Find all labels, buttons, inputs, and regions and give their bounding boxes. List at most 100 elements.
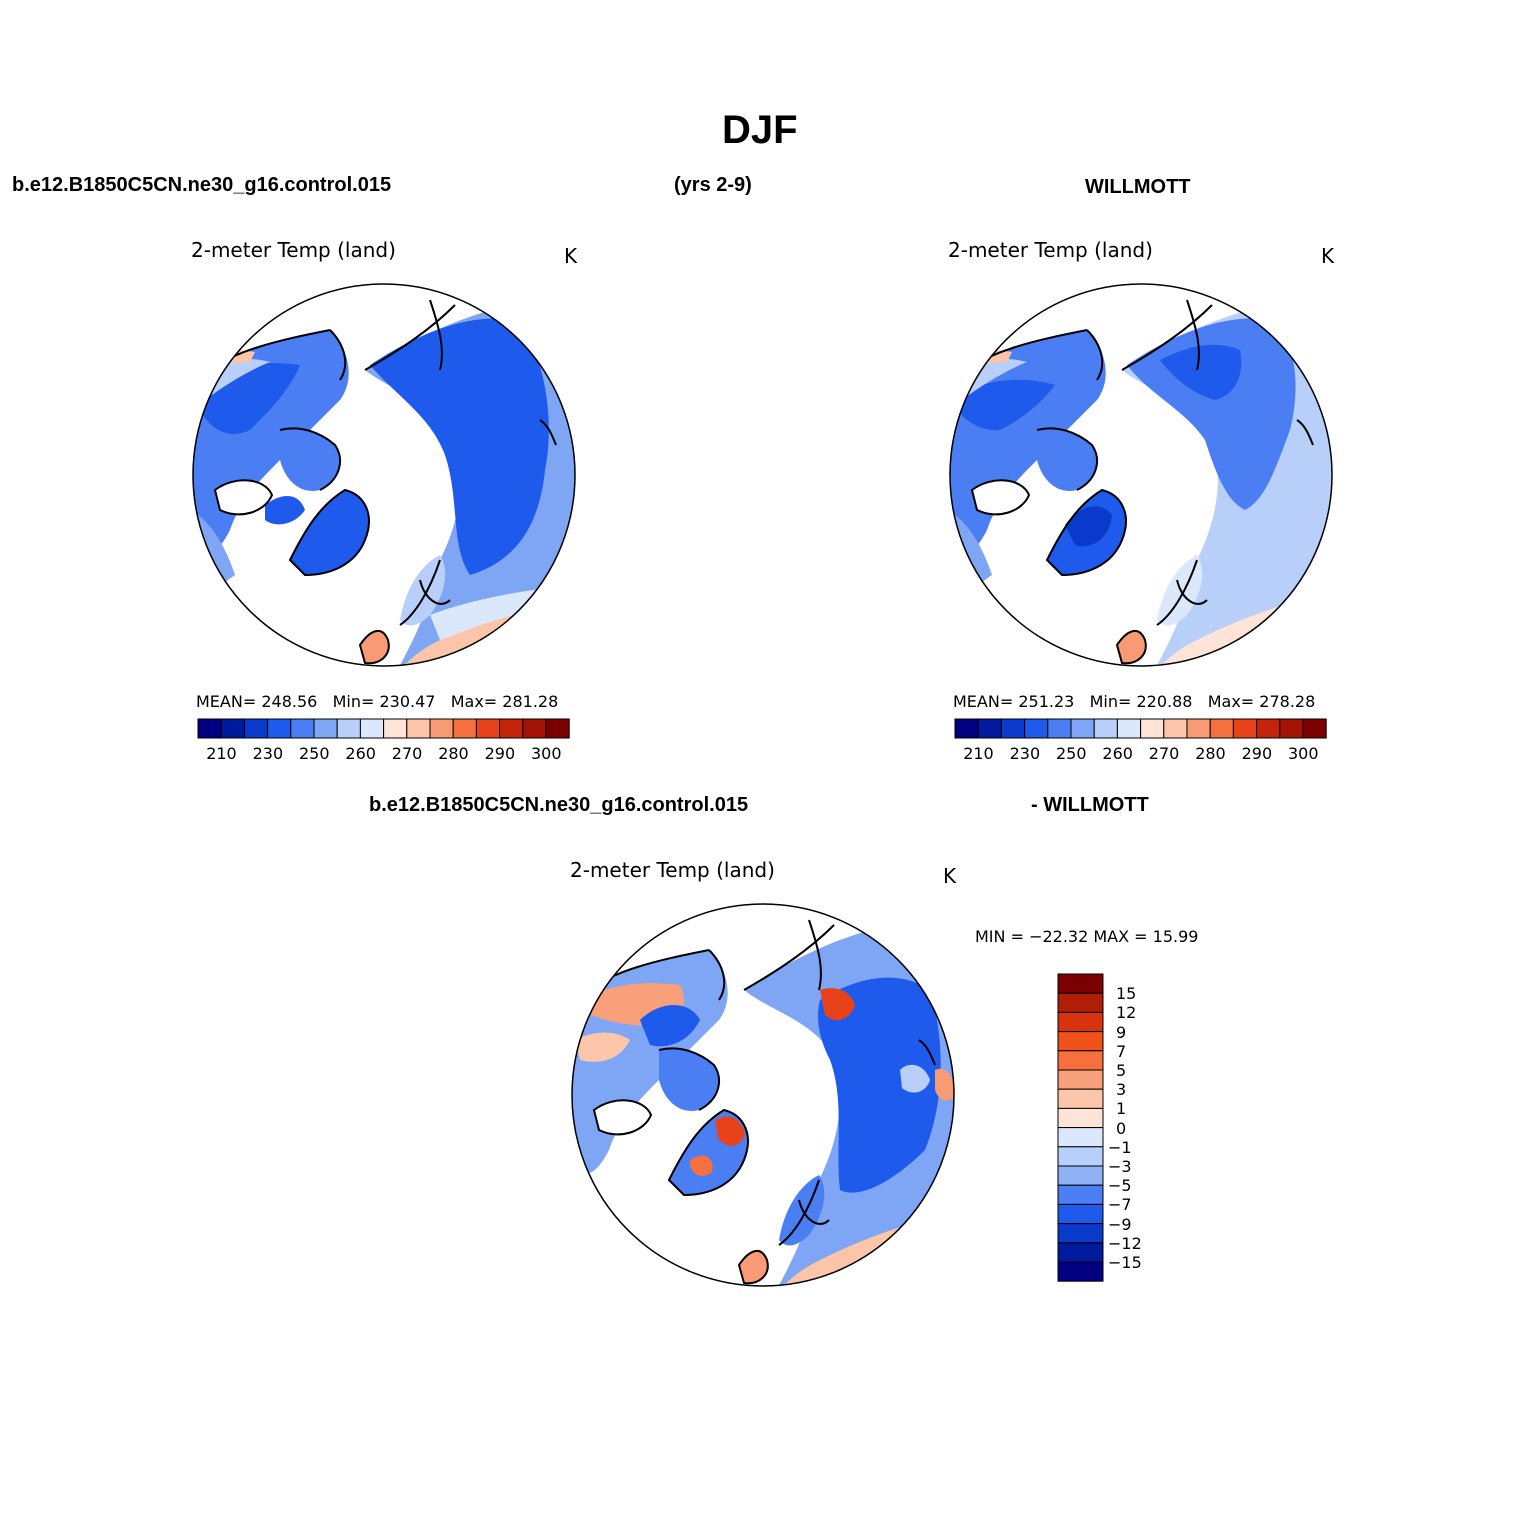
obs-min-value: 220.88 — [1136, 692, 1193, 711]
model-stats: MEAN= 248.56 Min= 230.47 Max= 281.28 — [196, 692, 558, 711]
model-colorbar-tick-label: 300 — [531, 744, 562, 763]
obs-colorbar-box — [954, 718, 979, 739]
diff-header-right: - WILLMOTT — [1031, 794, 1149, 816]
diff-colorbar-box — [1057, 1184, 1104, 1205]
obs-colorbar-tick-label: 210 — [963, 744, 994, 763]
diff-colorbar-box — [1057, 1011, 1104, 1033]
model-colorbar-box — [267, 718, 292, 739]
model-panel-units: K — [564, 244, 578, 268]
obs-colorbar-box — [1024, 718, 1049, 739]
diff-colorbar-tick-label: 7 — [1116, 1041, 1127, 1061]
model-colorbar-tick-label: 230 — [252, 744, 284, 763]
years-header: (yrs 2-9) — [674, 174, 752, 196]
obs-polar-map — [949, 283, 1333, 667]
diff-colorbar-box — [1057, 1165, 1104, 1186]
obs-max-value: 278.28 — [1259, 692, 1316, 711]
diff-colorbar-tick-label: 1 — [1116, 1099, 1127, 1119]
diff-colorbar-tick-label: −15 — [1108, 1253, 1142, 1272]
obs-colorbar-tick-label: 280 — [1195, 744, 1226, 763]
diff-colorbar-tick-label: −7 — [1108, 1195, 1132, 1215]
obs-min-label: Min= — [1089, 692, 1132, 711]
obs-colorbar-tick-label: 230 — [1009, 744, 1041, 763]
obs-header: WILLMOTT — [1085, 176, 1191, 198]
model-colorbar-box — [313, 718, 338, 739]
diff-colorbar-box — [1057, 1261, 1104, 1282]
diff-colorbar-box — [1057, 1223, 1104, 1244]
diff-colorbar — [1057, 973, 1104, 1282]
obs-colorbar-box — [1093, 718, 1118, 739]
diff-colorbar-box — [1057, 1107, 1104, 1129]
obs-mean-label: MEAN= — [953, 692, 1014, 711]
model-polar-map — [192, 283, 576, 667]
obs-colorbar-box — [1302, 718, 1327, 739]
model-colorbar-tick-label: 290 — [484, 744, 516, 763]
diff-colorbar-tick-label: −12 — [1108, 1233, 1142, 1253]
model-colorbar-box — [220, 718, 245, 739]
diff-colorbar-box — [1057, 1069, 1104, 1090]
obs-colorbar-tick-label: 270 — [1148, 744, 1180, 763]
model-colorbar-box — [243, 718, 269, 739]
obs-colorbar-tick-label: 260 — [1102, 744, 1133, 763]
model-colorbar-box — [499, 718, 524, 739]
model-colorbar-tick-label: 260 — [345, 744, 376, 763]
model-colorbar-box — [197, 718, 222, 739]
diff-colorbar-tick-label: 9 — [1116, 1022, 1127, 1042]
diff-colorbar-tick-label: 3 — [1116, 1080, 1127, 1100]
diff-colorbar-box — [1057, 1050, 1104, 1071]
model-colorbar-tick-label: 210 — [206, 744, 237, 763]
model-colorbar-box — [522, 718, 547, 739]
obs-colorbar-tick-label: 300 — [1288, 744, 1319, 763]
diff-colorbar-box — [1057, 992, 1104, 1013]
obs-panel-units: K — [1321, 244, 1335, 268]
diff-minmax: MIN = −22.32 MAX = 15.99 — [975, 927, 1199, 946]
obs-colorbar-box — [1140, 718, 1165, 739]
model-colorbar-box — [290, 718, 315, 739]
diff-colorbar-box — [1057, 973, 1104, 994]
model-mean-label: MEAN= — [196, 692, 257, 711]
obs-colorbar-box — [1209, 718, 1234, 739]
model-colorbar-box — [359, 718, 385, 739]
page-title: DJF — [722, 108, 798, 152]
model-colorbar-tick-label: 280 — [438, 744, 469, 763]
obs-colorbar-box — [1000, 718, 1026, 739]
diff-colorbar-box — [1057, 1031, 1104, 1052]
diff-colorbar-tick-label: 12 — [1116, 1003, 1137, 1023]
model-colorbar-box — [475, 718, 501, 739]
obs-colorbar-tick-label: 290 — [1241, 744, 1273, 763]
obs-colorbar-box — [1256, 718, 1281, 739]
obs-colorbar-box — [1070, 718, 1095, 739]
diff-polar-map — [571, 903, 955, 1287]
model-colorbar-box — [383, 718, 408, 739]
diff-colorbar-box — [1057, 1088, 1104, 1109]
model-mean-value: 248.56 — [261, 692, 318, 711]
obs-colorbar-box — [1163, 718, 1188, 739]
diff-colorbar-box — [1057, 1242, 1104, 1263]
obs-colorbar-box — [977, 718, 1002, 739]
obs-stats: MEAN= 251.23 Min= 220.88 Max= 278.28 — [953, 692, 1315, 711]
model-colorbar-box — [545, 718, 570, 739]
model-colorbar-tick-label: 270 — [391, 744, 423, 763]
model-colorbar-tick-label: 250 — [299, 744, 330, 763]
diff-header-left: b.e12.B1850C5CN.ne30_g16.control.015 — [369, 794, 749, 816]
diff-colorbar-tick-label: 15 — [1116, 984, 1137, 1004]
diff-colorbar-tick-label: 0 — [1116, 1118, 1127, 1138]
obs-colorbar — [954, 718, 1327, 739]
diff-panel-units: K — [943, 864, 957, 888]
obs-colorbar-box — [1047, 718, 1072, 739]
diff-colorbar-box — [1057, 1203, 1104, 1225]
diff-colorbar-tick-label: −1 — [1108, 1137, 1132, 1157]
model-min-value: 230.47 — [379, 692, 436, 711]
diff-colorbar-tick-label: 5 — [1116, 1061, 1127, 1080]
model-panel-title: 2-meter Temp (land) — [191, 238, 396, 262]
diff-colorbar-tick-label: −3 — [1108, 1157, 1132, 1176]
model-colorbar — [197, 718, 570, 739]
obs-colorbar-box — [1279, 718, 1304, 739]
left-case-header: b.e12.B1850C5CN.ne30_g16.control.015 — [12, 174, 392, 196]
diff-panel-title: 2-meter Temp (land) — [570, 858, 775, 882]
obs-max-label: Max= — [1207, 692, 1255, 711]
model-colorbar-box — [406, 718, 431, 739]
obs-colorbar-tick-label: 250 — [1056, 744, 1087, 763]
obs-colorbar-box — [1116, 718, 1142, 739]
obs-panel-title: 2-meter Temp (land) — [948, 238, 1153, 262]
model-max-value: 281.28 — [502, 692, 559, 711]
